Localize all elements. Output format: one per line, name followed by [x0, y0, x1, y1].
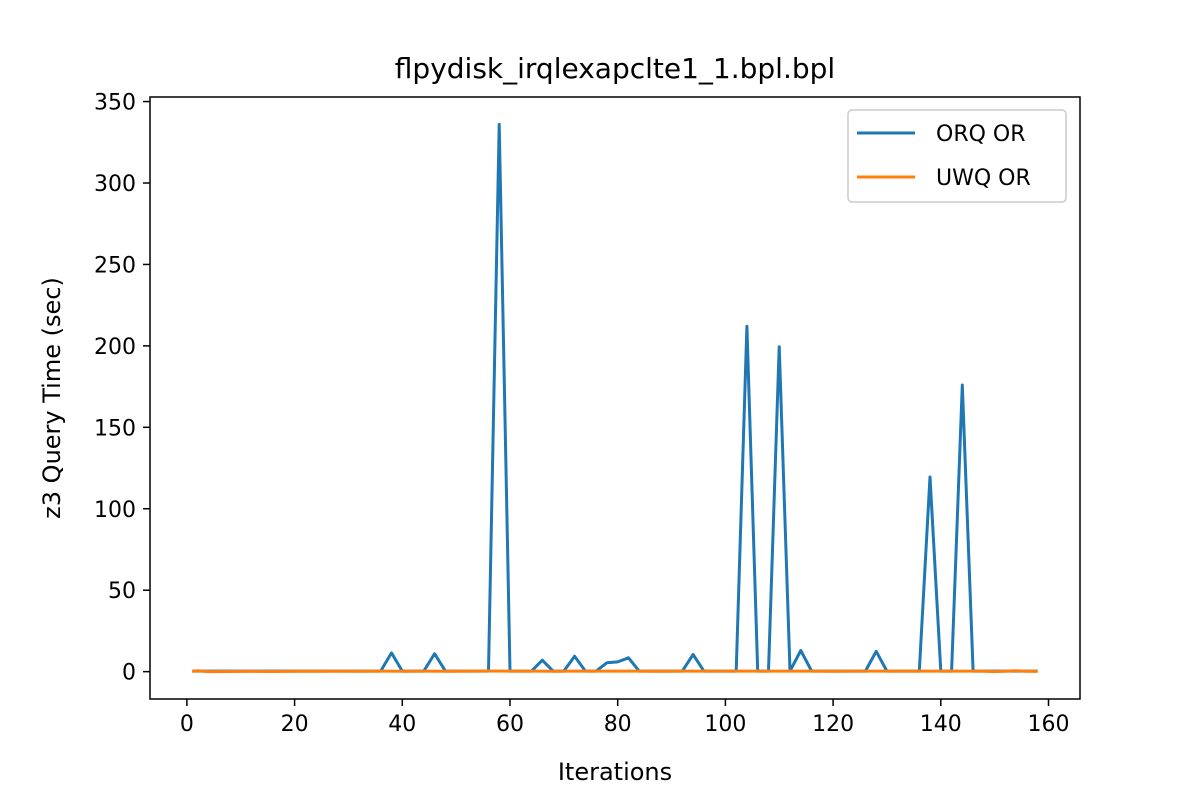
x-tick-label: 20: [281, 712, 309, 737]
y-tick-label: 250: [94, 253, 136, 278]
y-tick-label: 350: [94, 91, 136, 116]
x-tick-label: 0: [180, 712, 194, 737]
y-tick-label: 100: [94, 498, 136, 523]
legend: ORQ OR UWQ OR: [847, 109, 1067, 203]
x-tick-label: 160: [1027, 712, 1069, 737]
x-axis: 0 20 40 60 80 100 120 140 160: [180, 699, 1069, 737]
x-tick-label: 80: [604, 712, 632, 737]
x-tick-label: 40: [388, 712, 416, 737]
x-tick-label: 60: [496, 712, 524, 737]
legend-label-1: ORQ OR: [936, 122, 1026, 147]
y-axis-label: z3 Query Time (sec): [38, 277, 66, 519]
x-tick-label: 100: [704, 712, 746, 737]
x-tick-label: 120: [812, 712, 854, 737]
series-line-2: [192, 669, 1038, 674]
y-tick-label: 200: [94, 335, 136, 360]
x-axis-label: Iterations: [558, 758, 672, 786]
plot-frame: [149, 96, 1081, 700]
plot-area: [192, 122, 1038, 674]
y-tick-label: 300: [94, 172, 136, 197]
y-tick-label: 50: [108, 579, 136, 604]
x-tick-label: 140: [920, 712, 962, 737]
y-tick-label: 150: [94, 416, 136, 441]
y-axis: 0 50 100 150 200 250 300 350: [94, 91, 150, 686]
chart-title: flpydisk_irqlexapclte1_1.bpl.bpl: [395, 52, 835, 85]
y-tick-label: 0: [122, 661, 136, 686]
legend-label-2: UWQ OR: [936, 166, 1031, 191]
